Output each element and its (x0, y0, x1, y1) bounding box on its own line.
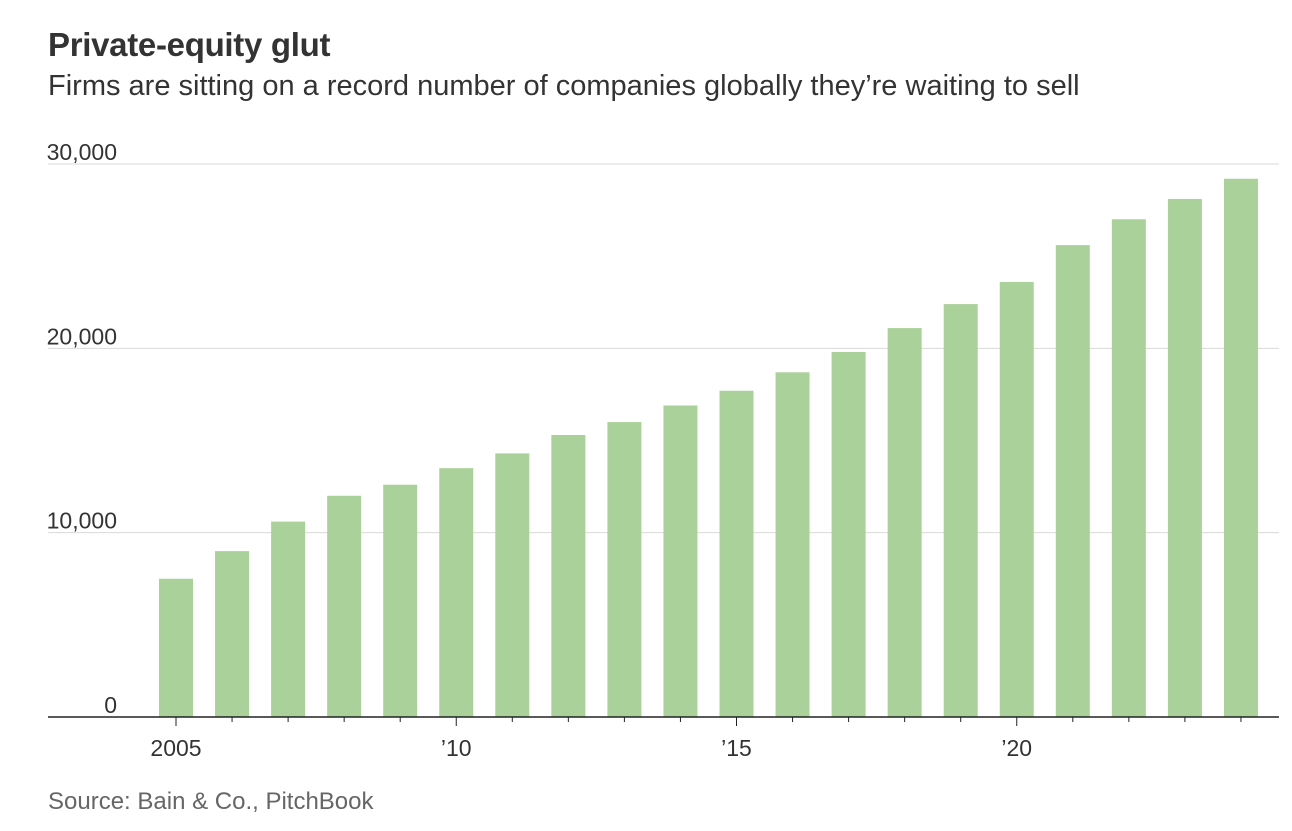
y-tick-label: 20,000 (47, 323, 117, 349)
bar-2010 (439, 468, 474, 717)
bar-2015 (719, 390, 754, 717)
x-tick-label: 2005 (150, 735, 201, 761)
bar-2016 (775, 372, 810, 717)
bar-2008 (327, 495, 362, 717)
x-tick-label: ’15 (721, 735, 752, 761)
bar-2019 (943, 304, 978, 717)
bar-2018 (887, 328, 922, 717)
bar-2009 (383, 484, 418, 717)
bar-2007 (271, 521, 306, 717)
bar-2023 (1167, 199, 1202, 718)
bar-2014 (663, 405, 698, 717)
y-tick-label: 10,000 (47, 508, 117, 534)
bar-2005 (159, 578, 193, 717)
y-tick-label: 30,000 (47, 139, 117, 165)
bar-2011 (495, 453, 530, 717)
source-note: Source: Bain & Co., PitchBook (48, 788, 374, 815)
bar-2020 (999, 281, 1034, 717)
bar-2006 (215, 551, 250, 717)
bar-2013 (607, 422, 642, 717)
bar-2017 (831, 352, 866, 717)
bar-2021 (1055, 245, 1090, 717)
bar-2024 (1223, 178, 1258, 717)
chart-title: Private-equity glut (48, 26, 331, 63)
chart-subtitle: Firms are sitting on a record number of … (48, 70, 1080, 102)
x-tick-label: ’20 (1001, 735, 1032, 761)
y-tick-label: 0 (104, 692, 117, 718)
bar-2022 (1111, 219, 1146, 718)
x-tick-label: ’10 (441, 735, 472, 761)
bar-2012 (551, 434, 586, 717)
